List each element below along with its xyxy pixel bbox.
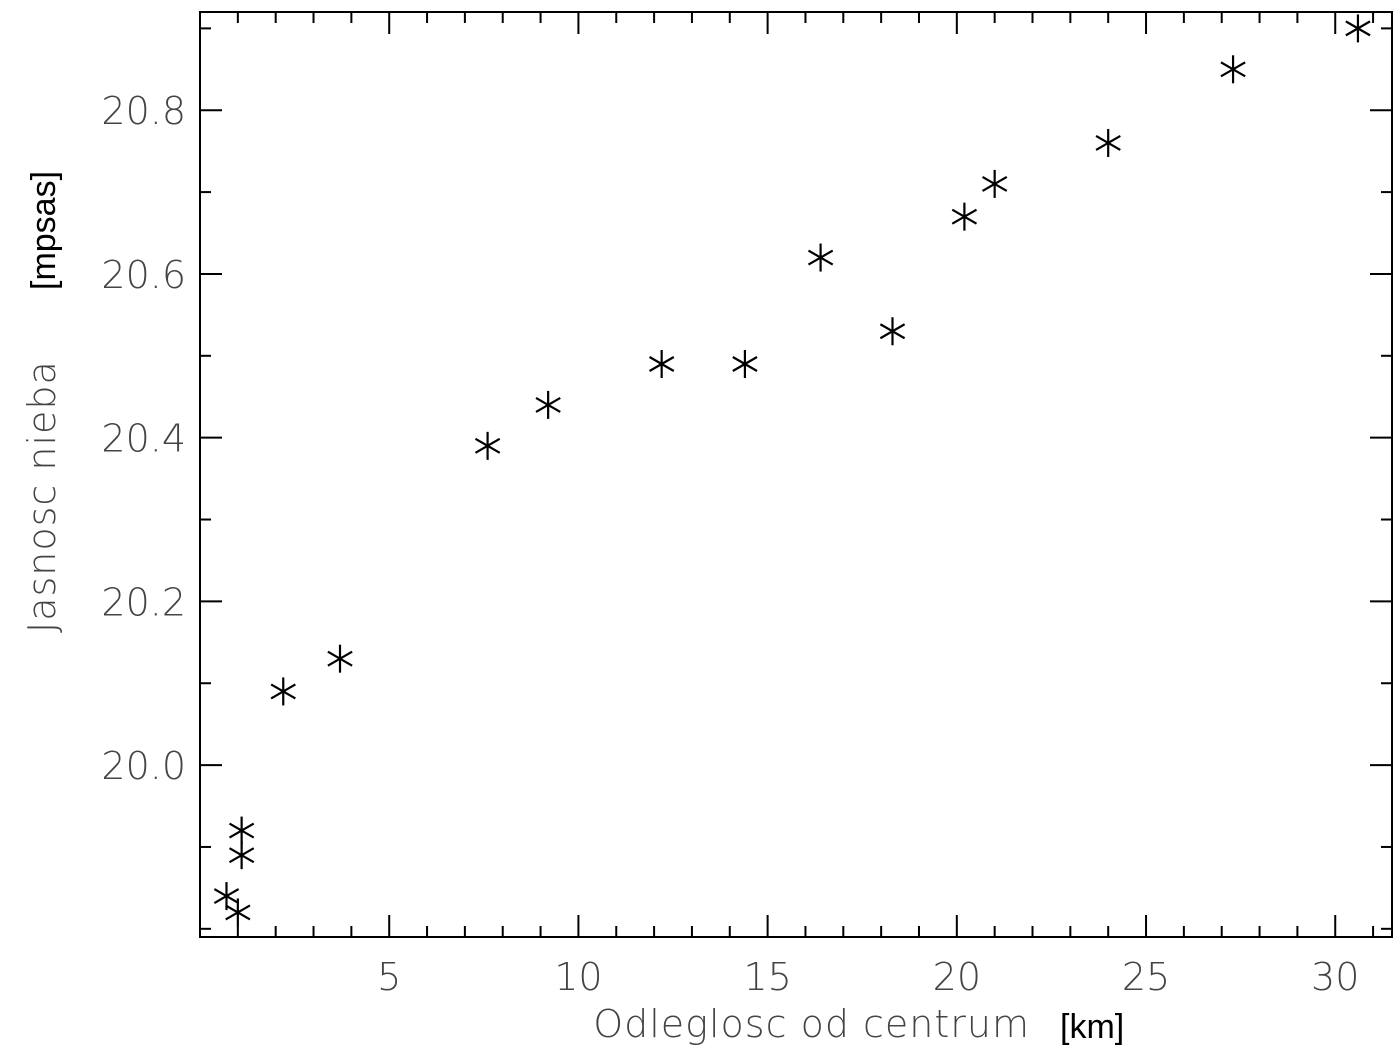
- plot-frame: [199, 11, 1393, 938]
- data-point: [1220, 55, 1246, 84]
- y-axis-label: Jasnosc nieba: [20, 360, 64, 633]
- y-tick-label: 20.0: [101, 744, 186, 788]
- data-point: [981, 169, 1008, 198]
- data-point: [1095, 128, 1121, 157]
- data-point: [535, 390, 561, 419]
- data-point: [228, 816, 255, 845]
- x-axis-unit: [km]: [1060, 1008, 1124, 1046]
- y-tick-label: 20.6: [101, 253, 186, 297]
- data-point: [474, 431, 501, 460]
- x-tick-label: 20: [933, 955, 981, 999]
- x-tick-label: 5: [377, 955, 401, 999]
- data-point: [951, 202, 978, 231]
- data-point: [225, 898, 251, 927]
- data-point: [270, 677, 296, 706]
- y-axis-unit: [mpsas]: [25, 171, 63, 290]
- data-point: [1345, 14, 1371, 43]
- axis-ticks: [200, 12, 1392, 937]
- data-point: [879, 317, 906, 346]
- data-point: [648, 349, 675, 378]
- data-point: [228, 841, 255, 870]
- x-tick-label: 15: [743, 955, 791, 999]
- x-axis-label: Odleglosc od centrum: [593, 1002, 1030, 1046]
- x-tick-label: 30: [1311, 955, 1359, 999]
- x-tick-label: 10: [554, 955, 602, 999]
- data-point: [732, 349, 758, 378]
- data-points: [213, 14, 1371, 927]
- y-tick-label: 20.2: [101, 580, 186, 624]
- data-point: [807, 243, 834, 272]
- data-point: [327, 644, 353, 673]
- y-tick-label: 20.8: [101, 89, 186, 133]
- tick-labels: 5 10 15 20 25 30 20.0 20.2 20.4 20.6 20.8: [101, 89, 1359, 999]
- y-tick-label: 20.4: [101, 417, 186, 461]
- x-tick-label: 25: [1122, 955, 1170, 999]
